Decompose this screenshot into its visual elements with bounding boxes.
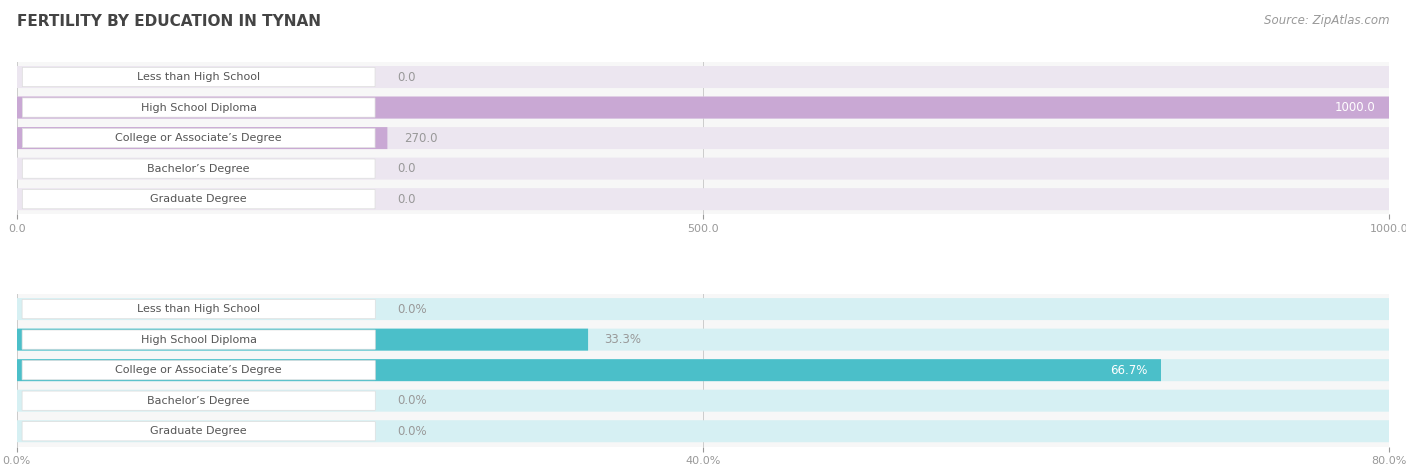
- Text: 33.3%: 33.3%: [605, 333, 641, 346]
- Text: 0.0%: 0.0%: [396, 394, 426, 407]
- Text: Bachelor’s Degree: Bachelor’s Degree: [148, 396, 250, 406]
- Text: 1000.0: 1000.0: [1334, 101, 1375, 114]
- Text: Less than High School: Less than High School: [138, 72, 260, 82]
- FancyBboxPatch shape: [22, 128, 375, 148]
- Text: Graduate Degree: Graduate Degree: [150, 426, 247, 436]
- FancyBboxPatch shape: [22, 361, 375, 380]
- FancyBboxPatch shape: [17, 96, 1389, 119]
- FancyBboxPatch shape: [22, 422, 375, 441]
- FancyBboxPatch shape: [17, 127, 1389, 149]
- Text: 0.0: 0.0: [396, 193, 416, 206]
- FancyBboxPatch shape: [17, 66, 1389, 88]
- FancyBboxPatch shape: [22, 98, 375, 117]
- FancyBboxPatch shape: [22, 67, 375, 86]
- Text: 66.7%: 66.7%: [1109, 364, 1147, 377]
- Text: FERTILITY BY EDUCATION IN TYNAN: FERTILITY BY EDUCATION IN TYNAN: [17, 14, 321, 29]
- Text: Source: ZipAtlas.com: Source: ZipAtlas.com: [1264, 14, 1389, 27]
- FancyBboxPatch shape: [22, 330, 375, 349]
- FancyBboxPatch shape: [22, 299, 375, 319]
- Text: Graduate Degree: Graduate Degree: [150, 194, 247, 204]
- FancyBboxPatch shape: [17, 96, 1389, 119]
- FancyBboxPatch shape: [22, 391, 375, 410]
- FancyBboxPatch shape: [17, 390, 1389, 412]
- FancyBboxPatch shape: [17, 298, 1389, 320]
- FancyBboxPatch shape: [17, 329, 588, 351]
- Text: 0.0: 0.0: [396, 162, 416, 175]
- FancyBboxPatch shape: [17, 127, 388, 149]
- Text: High School Diploma: High School Diploma: [141, 103, 257, 113]
- FancyBboxPatch shape: [17, 158, 1389, 180]
- Text: 0.0: 0.0: [396, 70, 416, 84]
- FancyBboxPatch shape: [22, 190, 375, 209]
- FancyBboxPatch shape: [17, 188, 1389, 210]
- Text: Less than High School: Less than High School: [138, 304, 260, 314]
- FancyBboxPatch shape: [17, 420, 1389, 442]
- Text: Bachelor’s Degree: Bachelor’s Degree: [148, 163, 250, 174]
- FancyBboxPatch shape: [17, 359, 1389, 381]
- Text: High School Diploma: High School Diploma: [141, 334, 257, 345]
- Text: 0.0%: 0.0%: [396, 303, 426, 315]
- FancyBboxPatch shape: [17, 359, 1161, 381]
- Text: College or Associate’s Degree: College or Associate’s Degree: [115, 133, 283, 143]
- Text: 270.0: 270.0: [404, 132, 437, 144]
- FancyBboxPatch shape: [17, 329, 1389, 351]
- Text: College or Associate’s Degree: College or Associate’s Degree: [115, 365, 283, 375]
- FancyBboxPatch shape: [22, 159, 375, 178]
- Text: 0.0%: 0.0%: [396, 425, 426, 438]
